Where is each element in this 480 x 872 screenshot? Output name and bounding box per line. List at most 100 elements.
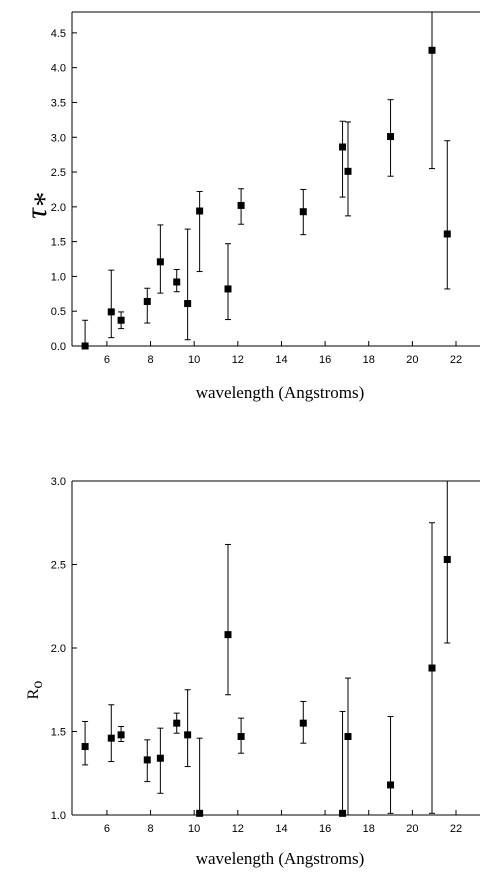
top-data-point — [184, 300, 192, 308]
bottom-data-point — [387, 781, 395, 789]
top-x-tick-label: 18 — [363, 354, 375, 366]
top-x-axis-label: wavelength (Angstroms) — [196, 383, 365, 402]
bottom-y-tick-label: 1.5 — [51, 727, 66, 739]
top-y-axis-label-main: τ — [20, 207, 53, 219]
bottom-y-tick-label: 2.5 — [51, 560, 66, 572]
bottom-x-tick-label: 16 — [319, 823, 331, 835]
top-data-point — [387, 133, 395, 141]
top-data-point — [443, 230, 451, 238]
bottom-data-point — [224, 631, 232, 639]
top-data-point — [117, 316, 125, 324]
bottom-data-point — [443, 555, 451, 563]
bottom-data-point — [143, 756, 151, 764]
top-x-tick-label: 20 — [406, 354, 418, 366]
top-y-tick-label: 2.0 — [51, 202, 66, 214]
bottom-data-point — [81, 743, 89, 751]
bottom-data-point — [107, 734, 115, 742]
bottom-x-tick-label: 10 — [188, 823, 200, 835]
top-data-point — [224, 285, 232, 293]
top-x-tick-label: 12 — [232, 354, 244, 366]
top-panel: 0.0 0.5 1.0 1.5 2.0 2.5 3.0 3.5 4.0 4.5 6 8 10 12 14 1… — [20, 11, 480, 402]
bottom-data-points — [81, 480, 451, 817]
top-data-point — [143, 297, 151, 305]
bottom-error-bar — [196, 737, 203, 816]
top-data-point — [299, 208, 307, 216]
top-y-tick-label: 1.0 — [51, 271, 66, 283]
bottom-data-point — [344, 733, 352, 741]
bottom-error-bar — [339, 710, 346, 816]
top-x-tick-label: 10 — [188, 354, 200, 366]
top-x-tick-label: 6 — [104, 354, 110, 366]
bottom-data-point — [156, 754, 164, 762]
top-y-tick-label: 0.5 — [51, 306, 66, 318]
bottom-error-bar — [108, 704, 115, 763]
bottom-x-axis-label: wavelength (Angstroms) — [196, 849, 365, 868]
top-x-tick-label: 16 — [319, 354, 331, 366]
top-data-point — [81, 342, 89, 350]
top-y-tick-label: 4.0 — [51, 63, 66, 75]
top-data-point — [156, 258, 164, 266]
bottom-x-tick-label: 22 — [450, 823, 462, 835]
bottom-error-bar — [225, 543, 231, 696]
bottom-x-tick-label: 12 — [232, 823, 244, 835]
top-data-point — [173, 278, 181, 286]
top-data-points — [81, 11, 451, 350]
bottom-error-bar — [387, 715, 394, 814]
bottom-x-tick-label: 6 — [104, 823, 110, 835]
top-data-point — [339, 143, 347, 151]
top-y-tick-label: 3.5 — [51, 97, 66, 109]
top-x-tick-label: 22 — [450, 354, 462, 366]
top-x-tick-label: 14 — [275, 354, 287, 366]
top-error-bar — [225, 243, 231, 321]
bottom-error-bar — [345, 677, 351, 816]
bottom-data-point — [117, 731, 125, 739]
top-data-point — [237, 201, 245, 209]
bottom-panel: 1.0 1.5 2.0 2.5 3.0 6 8 10 12 14 16 18 20 22 wavelen… — [25, 476, 480, 868]
bottom-data-point — [428, 664, 436, 672]
bottom-data-point — [184, 731, 192, 739]
top-x-tick-label: 8 — [147, 354, 153, 366]
bottom-y-axis-label-main: R — [25, 688, 42, 699]
top-data-point — [196, 207, 204, 215]
bottom-data-point — [196, 809, 204, 817]
top-error-bar — [429, 11, 435, 170]
top-data-point — [107, 308, 115, 316]
top-y-axis-label: τ* — [20, 193, 61, 219]
top-y-tick-label: 0.0 — [51, 341, 66, 353]
top-y-tick-label: 2.5 — [51, 167, 66, 179]
top-plot-frame — [71, 11, 480, 347]
bottom-x-tick-label: 14 — [275, 823, 287, 835]
top-error-bar — [444, 140, 451, 290]
bottom-y-axis-label: Ro — [25, 681, 46, 700]
top-error-bar — [108, 269, 115, 339]
bottom-data-point — [237, 733, 245, 741]
bottom-y-tick-label: 2.0 — [51, 643, 66, 655]
bottom-error-bar — [184, 689, 191, 768]
bottom-x-tick-label: 20 — [406, 823, 418, 835]
top-x-ticks: 6 8 10 12 14 16 18 20 22 — [104, 341, 462, 366]
bottom-plot-frame — [71, 480, 480, 816]
bottom-data-point — [173, 719, 181, 727]
top-y-ticks: 0.0 0.5 1.0 1.5 2.0 2.5 3.0 3.5 4.0 4.5 — [51, 28, 77, 353]
bottom-x-ticks: 6 8 10 12 14 16 18 20 22 — [104, 810, 462, 835]
bottom-y-tick-label: 3.0 — [51, 476, 66, 488]
bottom-y-ticks: 1.0 1.5 2.0 2.5 3.0 — [51, 476, 77, 822]
top-y-tick-label: 4.5 — [51, 28, 66, 40]
bottom-data-point — [299, 719, 307, 727]
top-y-tick-label: 1.5 — [51, 237, 66, 249]
top-y-tick-label: 3.0 — [51, 132, 66, 144]
top-error-bar — [82, 319, 89, 347]
bottom-data-point — [339, 809, 347, 817]
top-data-point — [428, 46, 436, 54]
bottom-x-tick-label: 8 — [147, 823, 153, 835]
top-data-point — [344, 167, 352, 175]
top-error-bar — [184, 228, 191, 341]
bottom-x-tick-label: 18 — [363, 823, 375, 835]
top-error-bar — [196, 191, 203, 273]
bottom-y-axis-label-sub: o — [29, 681, 46, 689]
bottom-y-tick-label: 1.0 — [51, 810, 66, 822]
top-error-bar — [339, 120, 346, 198]
top-y-axis-label-sub: * — [28, 193, 61, 208]
top-error-bar — [144, 287, 151, 324]
